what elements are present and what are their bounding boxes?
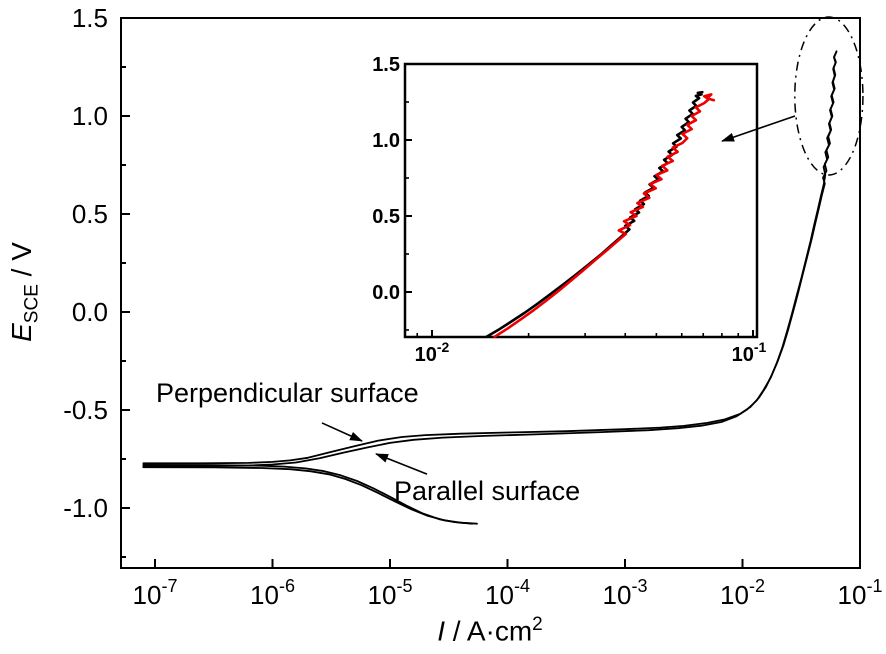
main-x-tick-label: 10-2 (720, 576, 765, 610)
inset-y-tick-label: 0.5 (372, 206, 400, 228)
x-axis-label-symbol: I (437, 615, 446, 647)
main-y-tick-label: 1.5 (72, 3, 108, 33)
y-axis-label: ESCE / V (6, 142, 48, 442)
inset-y-tick-label: 1.5 (372, 54, 400, 76)
y-axis-label-subscript: SCE (21, 284, 43, 324)
ellipse-to-inset-arrow (721, 115, 796, 142)
main-x-tick-label: 10-3 (603, 576, 648, 610)
x-axis-label-unit: / A·cm (445, 615, 533, 647)
zoom-region-ellipse (794, 16, 864, 176)
main-curve-1 (142, 51, 838, 468)
inset-plot-frame (403, 62, 759, 339)
y-axis-label-unit: / V (6, 242, 37, 285)
main-x-tick-label: 10-1 (838, 576, 883, 610)
inset-y-tick-label: 0.0 (372, 282, 400, 304)
parallel-arrow (375, 453, 428, 475)
inset-y-tick-label: 1.0 (372, 130, 400, 152)
main-y-tick-label: 0.5 (72, 199, 108, 229)
main-x-tick-label: 10-4 (485, 576, 530, 610)
main-x-tick-label: 10-5 (368, 576, 413, 610)
perpendicular-surface-label: Perpendicular surface (156, 378, 419, 408)
inset-curve-1 (493, 93, 716, 339)
main-y-tick-label: 0.0 (72, 297, 108, 327)
main-y-tick-label: 1.0 (72, 101, 108, 131)
y-axis-label-symbol: E (6, 323, 37, 342)
x-axis-label-exponent: 2 (532, 614, 543, 635)
x-axis-label: I / A·cm2 (360, 614, 620, 647)
perpendicular-arrow (321, 422, 363, 442)
main-y-tick-label: -0.5 (63, 395, 108, 425)
main-y-tick-label: -1.0 (63, 493, 108, 523)
main-curve-3 (142, 466, 478, 525)
main-x-tick-label: 10-7 (133, 576, 178, 610)
main-x-tick-label: 10-6 (250, 576, 295, 610)
parallel-surface-label: Parallel surface (394, 476, 581, 506)
